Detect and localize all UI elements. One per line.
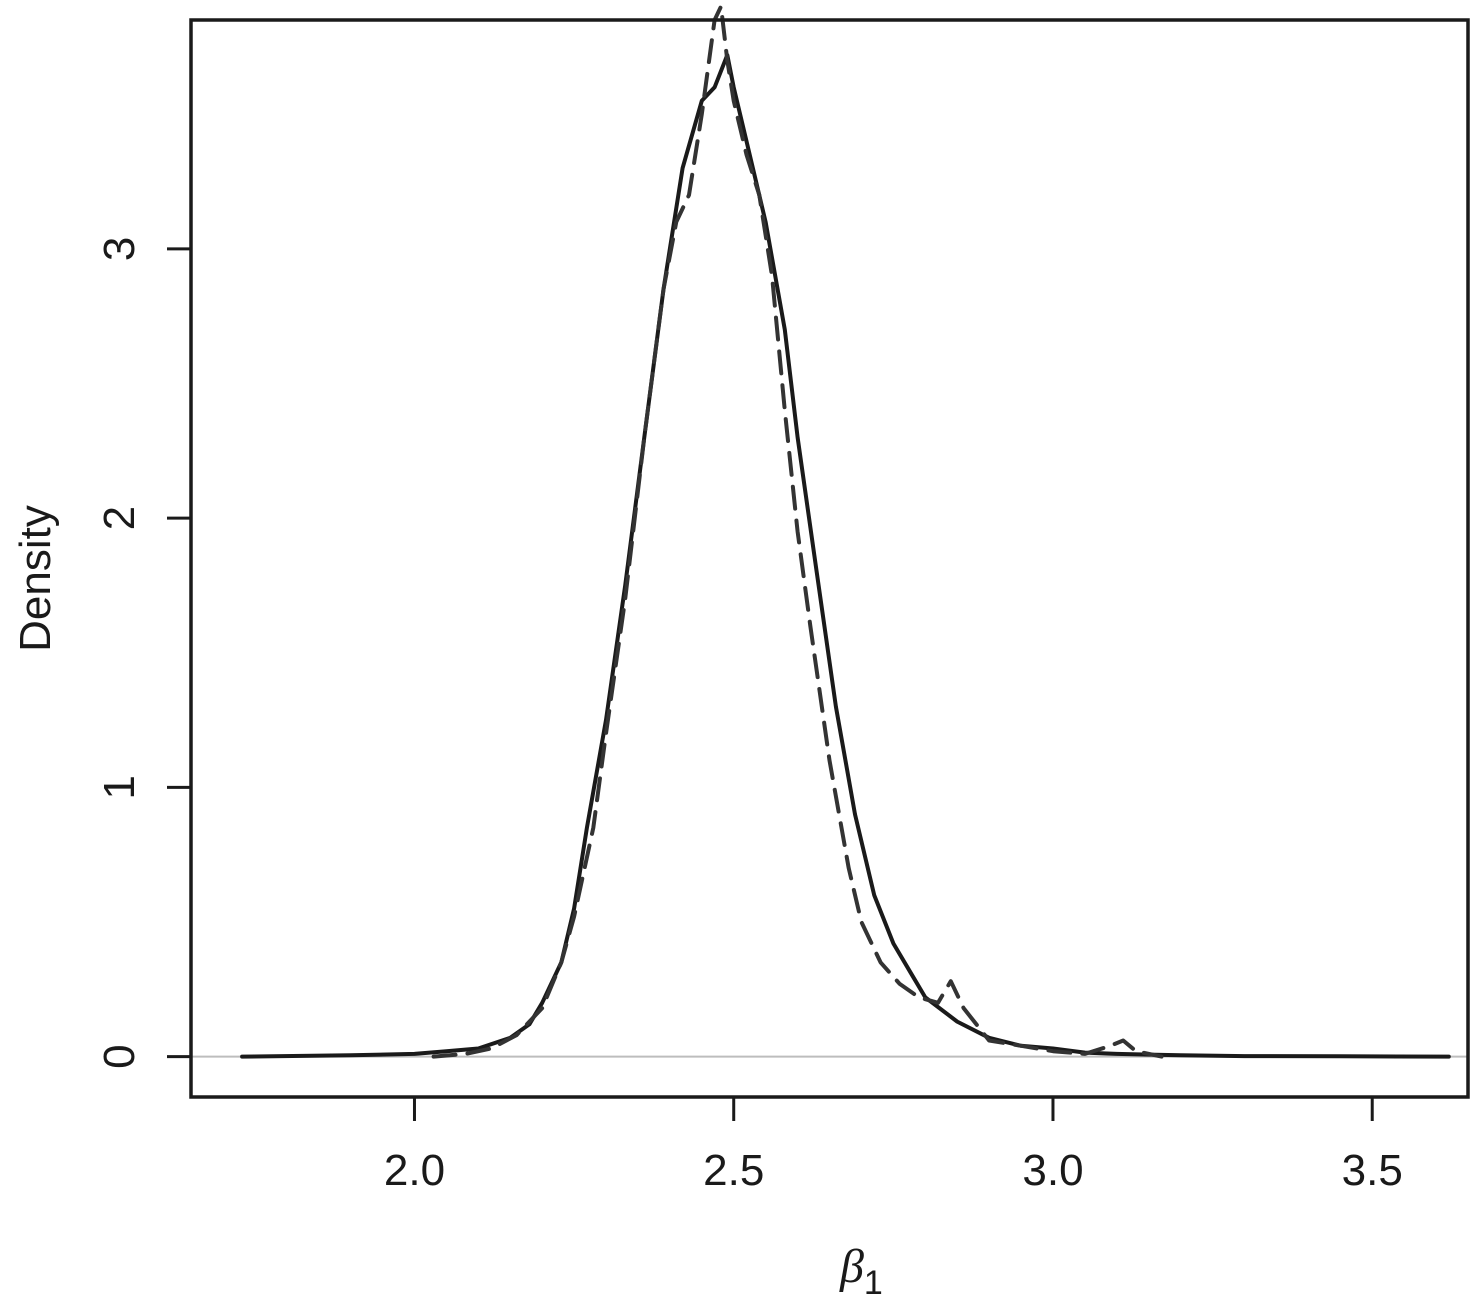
y-tick-label: 3 xyxy=(95,237,144,261)
axes: 2.0 2.5 3.0 3.5 0 1 2 3 xyxy=(95,237,1403,1195)
y-tick-label: 2 xyxy=(95,506,144,530)
y-tick-label: 1 xyxy=(95,775,144,799)
x-tick-label: 3.0 xyxy=(1022,1146,1083,1195)
x-tick-label: 3.5 xyxy=(1342,1146,1403,1195)
plot-area xyxy=(191,4,1468,1059)
y-tick-label: 0 xyxy=(95,1044,144,1068)
dashed-density-line xyxy=(431,4,1164,1059)
x-axis-title-main: β xyxy=(839,1240,864,1293)
x-tick-label: 2.0 xyxy=(384,1146,445,1195)
x-axis-title-subscript: 1 xyxy=(864,1264,883,1302)
plot-frame xyxy=(189,18,1470,1099)
x-axis-title: β1 xyxy=(839,1240,883,1302)
x-tick-label: 2.5 xyxy=(703,1146,764,1195)
y-axis-title: Density xyxy=(11,505,60,652)
